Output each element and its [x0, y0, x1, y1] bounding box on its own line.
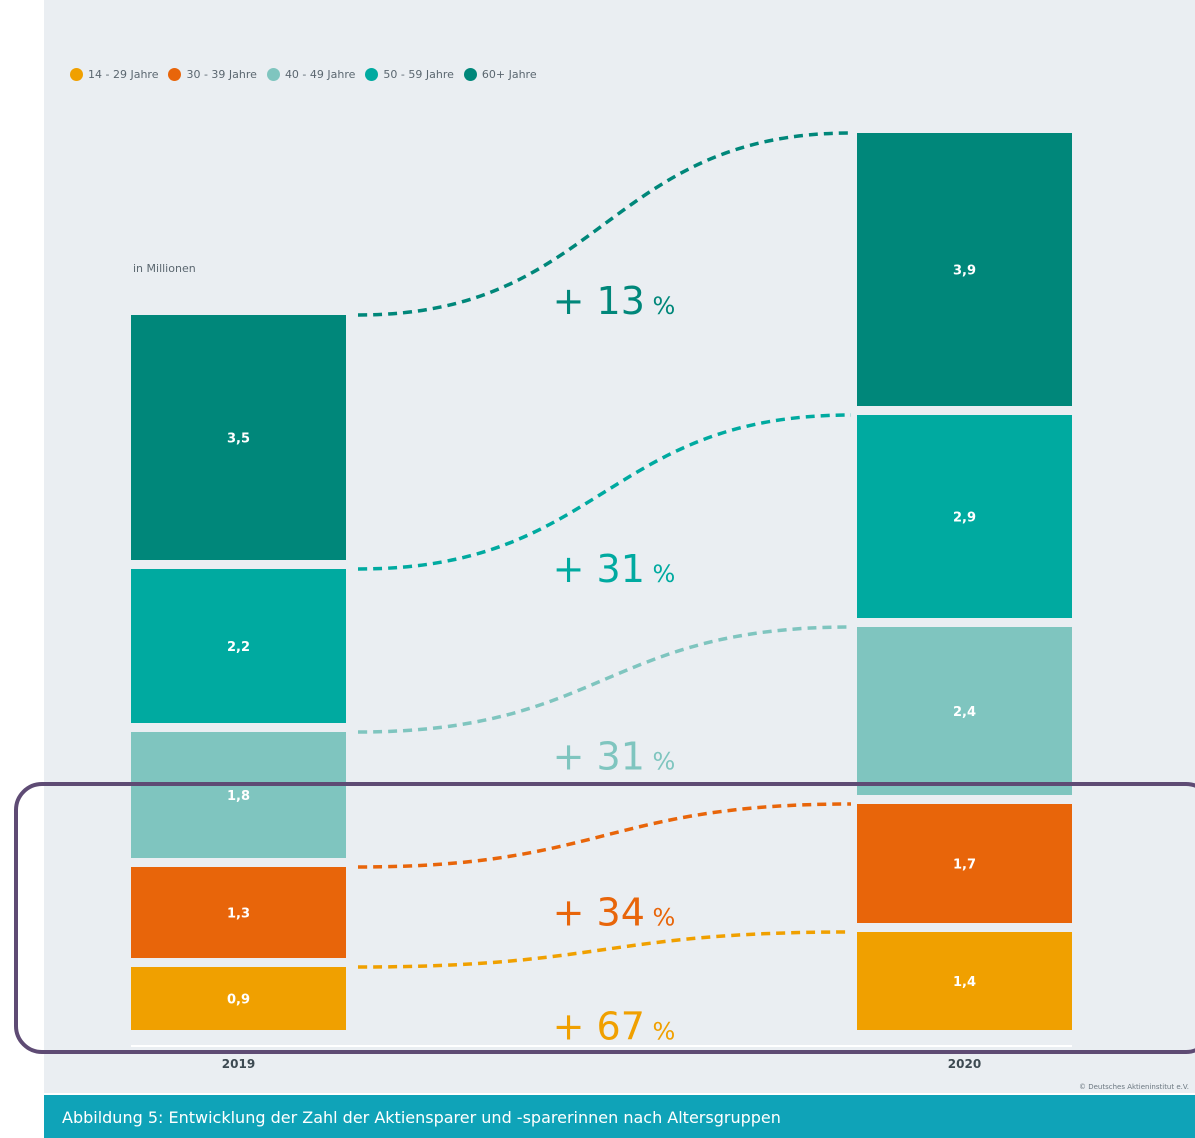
stacked-bar-chart: 0,9 1,3 1,8 2,2 3,5 1,4 1,7 2,4 2,9 3,9 + 67 % + 34… [131, 131, 1072, 1071]
legend-label: 30 - 39 Jahre [186, 67, 257, 81]
segment-value-label: 2,2 [227, 640, 250, 655]
legend-item: 60+ Jahre [463, 67, 537, 81]
legend-item: 50 - 59 Jahre [365, 67, 454, 81]
legend-label: 40 - 49 Jahre [284, 67, 356, 81]
bar-segment [131, 569, 346, 723]
segment-value-label: 0,9 [227, 993, 250, 1008]
change-unit: % [645, 1018, 675, 1046]
change-label: + 31 % [553, 547, 676, 591]
change-label: + 67 % [553, 1005, 676, 1049]
change-unit: % [645, 292, 675, 320]
category-label: 2019 [222, 1057, 255, 1071]
change-label: + 13 % [553, 279, 676, 323]
category-label: 2020 [948, 1057, 981, 1071]
unit-label: in Millionen [133, 262, 196, 275]
change-unit: % [645, 748, 675, 776]
bar-segment [131, 732, 346, 858]
chart-legend: 14 - 29 Jahre 30 - 39 Jahre 40 - 49 Jahre 5… [70, 62, 547, 86]
segment-value-label: 3,9 [953, 264, 976, 279]
bar-segment [857, 627, 1072, 795]
legend-label: 14 - 29 Jahre [88, 67, 159, 81]
segment-value-label: 2,4 [953, 705, 976, 720]
bar-segment [131, 315, 346, 560]
legend-swatch [266, 67, 280, 81]
legend-item: 40 - 49 Jahre [266, 67, 356, 81]
connector-curve [357, 625, 852, 734]
bar-segment [857, 133, 1072, 406]
segment-value-label: 2,9 [953, 511, 976, 526]
legend-swatch [168, 67, 182, 81]
legend-label: 60+ Jahre [481, 67, 537, 81]
bar-segment [857, 415, 1072, 618]
segment-value-label: 1,8 [227, 789, 250, 804]
change-label: + 31 % [553, 735, 676, 779]
segment-value-label: 1,3 [227, 907, 250, 922]
connector-curve [357, 131, 852, 317]
legend-swatch [463, 67, 477, 81]
connector-curve [357, 802, 852, 869]
figure-caption: Abbildung 5: Entwicklung der Zahl der Ak… [62, 1108, 781, 1127]
bar-segment [131, 867, 346, 958]
bar-segment [131, 967, 346, 1030]
legend-swatch [70, 67, 83, 81]
legend-label: 50 - 59 Jahre [383, 67, 454, 81]
change-label: + 34 % [553, 891, 676, 935]
segment-value-label: 1,4 [953, 975, 976, 990]
segment-value-label: 1,7 [953, 858, 976, 873]
legend-swatch [365, 67, 379, 81]
caption-bar: Abbildung 5: Entwicklung der Zahl der Ak… [44, 1095, 1195, 1138]
bar-segment [857, 932, 1072, 1030]
source-credit: © Deutsches Aktieninstitut e.V. [1078, 1083, 1189, 1091]
change-unit: % [645, 560, 675, 588]
connector-curve [357, 413, 852, 571]
legend-item: 14 - 29 Jahre [70, 67, 159, 81]
bar-segment [857, 804, 1072, 923]
connector-curve [357, 930, 852, 969]
segment-value-label: 3,5 [227, 432, 250, 447]
legend-item: 30 - 39 Jahre [168, 67, 257, 81]
change-unit: % [645, 904, 675, 932]
